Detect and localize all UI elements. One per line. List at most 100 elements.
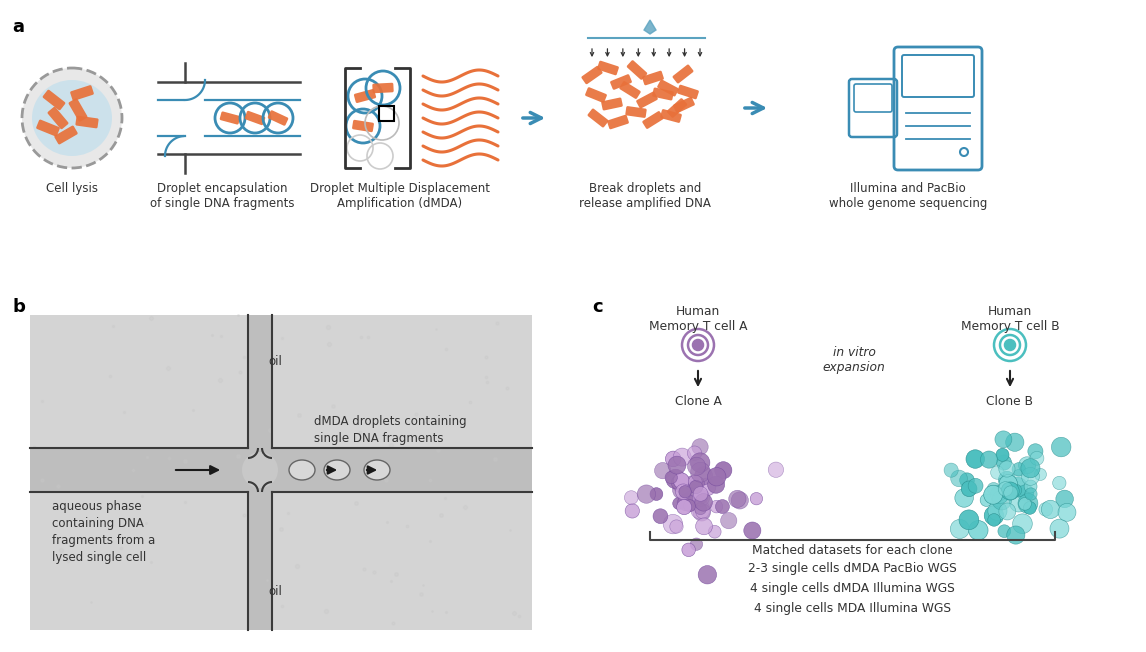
Circle shape [1050, 519, 1069, 538]
Circle shape [654, 462, 670, 479]
FancyBboxPatch shape [372, 83, 394, 93]
Circle shape [1005, 340, 1015, 350]
Circle shape [669, 520, 683, 533]
Circle shape [959, 473, 974, 488]
Circle shape [698, 478, 716, 496]
FancyBboxPatch shape [586, 87, 607, 103]
FancyBboxPatch shape [626, 106, 646, 118]
Circle shape [1018, 494, 1038, 513]
FancyBboxPatch shape [610, 74, 631, 90]
Circle shape [1025, 480, 1037, 493]
Text: Human
Memory T cell A: Human Memory T cell A [649, 305, 747, 333]
Circle shape [677, 494, 696, 511]
Circle shape [996, 455, 1012, 470]
Text: 2-3 single cells dMDA PacBio WGS: 2-3 single cells dMDA PacBio WGS [747, 562, 957, 575]
Circle shape [1013, 514, 1033, 533]
Circle shape [1006, 526, 1025, 544]
Circle shape [1019, 457, 1036, 474]
Circle shape [683, 499, 696, 512]
FancyBboxPatch shape [30, 448, 532, 492]
Circle shape [653, 509, 668, 524]
Circle shape [995, 431, 1012, 448]
Ellipse shape [324, 460, 350, 480]
Circle shape [1030, 451, 1044, 466]
Circle shape [950, 520, 970, 539]
Circle shape [683, 491, 699, 507]
Circle shape [693, 486, 708, 501]
Circle shape [1035, 468, 1046, 481]
Text: oil: oil [268, 585, 282, 598]
Text: 4 single cells dMDA Illumina WGS: 4 single cells dMDA Illumina WGS [749, 582, 955, 595]
Circle shape [666, 469, 685, 489]
Circle shape [1006, 433, 1023, 451]
Circle shape [694, 490, 708, 503]
Circle shape [690, 476, 705, 491]
Circle shape [625, 491, 638, 505]
Circle shape [675, 484, 691, 499]
FancyBboxPatch shape [37, 119, 60, 136]
Circle shape [998, 482, 1013, 496]
Circle shape [1010, 494, 1028, 512]
Circle shape [1002, 482, 1019, 500]
Circle shape [692, 439, 708, 455]
Text: Illumina and PacBio
whole genome sequencing: Illumina and PacBio whole genome sequenc… [829, 182, 987, 210]
Circle shape [1042, 500, 1060, 518]
Text: aqueous phase
containing DNA
fragments from a
lysed single cell: aqueous phase containing DNA fragments f… [52, 500, 155, 564]
Circle shape [729, 490, 746, 507]
FancyBboxPatch shape [76, 115, 99, 128]
FancyBboxPatch shape [69, 98, 87, 122]
Circle shape [664, 514, 683, 534]
Circle shape [990, 485, 1008, 504]
Text: 4 single cells MDA Illumina WGS: 4 single cells MDA Illumina WGS [754, 602, 950, 615]
FancyBboxPatch shape [597, 61, 619, 75]
Circle shape [987, 482, 1000, 496]
Circle shape [672, 476, 685, 490]
FancyBboxPatch shape [660, 109, 682, 123]
Circle shape [688, 446, 701, 460]
Circle shape [998, 525, 1011, 538]
Circle shape [989, 502, 1003, 515]
Circle shape [625, 504, 639, 518]
Circle shape [691, 462, 711, 482]
Text: Droplet Multiple Displacement
Amplification (dMDA): Droplet Multiple Displacement Amplificat… [311, 182, 490, 210]
Circle shape [690, 538, 702, 550]
Circle shape [673, 481, 692, 499]
Circle shape [678, 486, 691, 498]
Circle shape [1053, 476, 1066, 490]
Ellipse shape [364, 460, 390, 480]
Circle shape [996, 449, 1008, 462]
Circle shape [951, 470, 967, 487]
Circle shape [1058, 503, 1076, 522]
Circle shape [1055, 490, 1074, 508]
Text: in vitro
expansion: in vitro expansion [823, 346, 886, 374]
Circle shape [690, 453, 709, 472]
FancyBboxPatch shape [642, 70, 664, 85]
Circle shape [682, 543, 696, 557]
FancyBboxPatch shape [657, 80, 678, 96]
Circle shape [677, 496, 690, 509]
Circle shape [672, 475, 690, 492]
Circle shape [707, 467, 725, 486]
Circle shape [1051, 437, 1072, 457]
FancyBboxPatch shape [627, 60, 647, 80]
FancyBboxPatch shape [70, 85, 94, 101]
Circle shape [721, 512, 737, 529]
FancyBboxPatch shape [652, 87, 674, 100]
Circle shape [676, 499, 692, 514]
FancyBboxPatch shape [636, 91, 658, 108]
Circle shape [966, 450, 984, 468]
Circle shape [707, 476, 724, 494]
Circle shape [708, 526, 721, 538]
Circle shape [698, 565, 716, 584]
Circle shape [1012, 463, 1026, 476]
Circle shape [715, 499, 729, 514]
Text: Cell lysis: Cell lysis [46, 182, 99, 195]
Text: Break droplets and
release amplified DNA: Break droplets and release amplified DNA [579, 182, 711, 210]
FancyBboxPatch shape [42, 90, 65, 110]
Circle shape [991, 487, 1005, 502]
Circle shape [980, 451, 997, 468]
Text: b: b [11, 298, 25, 316]
FancyBboxPatch shape [588, 108, 609, 128]
Text: Human
Memory T cell B: Human Memory T cell B [960, 305, 1059, 333]
FancyBboxPatch shape [607, 115, 629, 129]
